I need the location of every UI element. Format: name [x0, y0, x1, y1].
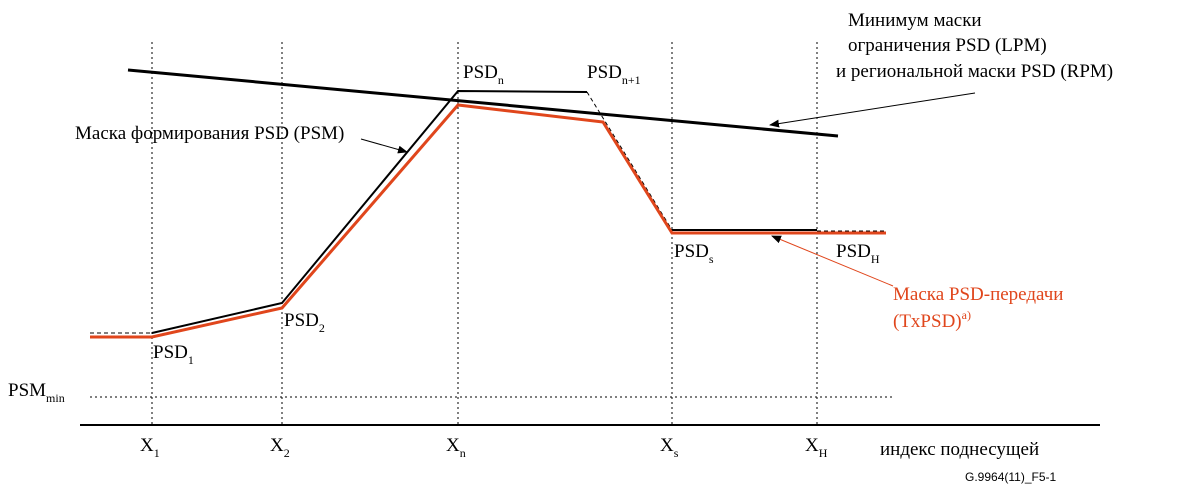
psds-label: PSDs — [674, 241, 714, 266]
psd1-label: PSD1 — [153, 342, 194, 367]
tick-xh: XH — [805, 435, 828, 460]
x-axis-label: индекс поднесущей — [880, 439, 1039, 460]
shaping-mask-line — [151, 89, 588, 334]
tick-xs: Xs — [660, 435, 679, 460]
psdn-label: PSDn — [463, 62, 504, 87]
limit-mask-text-1: Минимум маски — [848, 10, 982, 31]
figure-code: G.9964(11)_F5-1 — [965, 470, 1056, 484]
limit-mask-text-3: и региональной маски PSD (RPM) — [836, 61, 1113, 82]
tick-x2: X2 — [270, 435, 290, 460]
shaping-mask-arrow — [360, 138, 408, 154]
psd2-label: PSD2 — [284, 310, 325, 335]
tick-xn: Xn — [446, 435, 466, 460]
limit-mask-text-2: ограничения PSD (LPM) — [848, 35, 1047, 56]
limit-mask-line — [127, 68, 839, 138]
tx-mask-text-1: Маска PSD-передачи — [893, 284, 1063, 305]
tx-mask-text-2: (TxPSD)a) — [893, 308, 971, 332]
limit-mask-arrow — [769, 92, 976, 128]
tx-psd-mask-line — [90, 103, 886, 339]
tick-x1: X1 — [140, 435, 160, 460]
psdn1-label: PSDn+1 — [587, 62, 641, 87]
psdh-label: PSDH — [836, 241, 880, 266]
psm-min-label: PSMmin — [8, 380, 65, 405]
shaping-mask-text: Маска формирования PSD (PSM) — [75, 123, 344, 144]
tx-mask-arrow — [771, 235, 894, 287]
psm-dashed-segments — [90, 91, 886, 334]
